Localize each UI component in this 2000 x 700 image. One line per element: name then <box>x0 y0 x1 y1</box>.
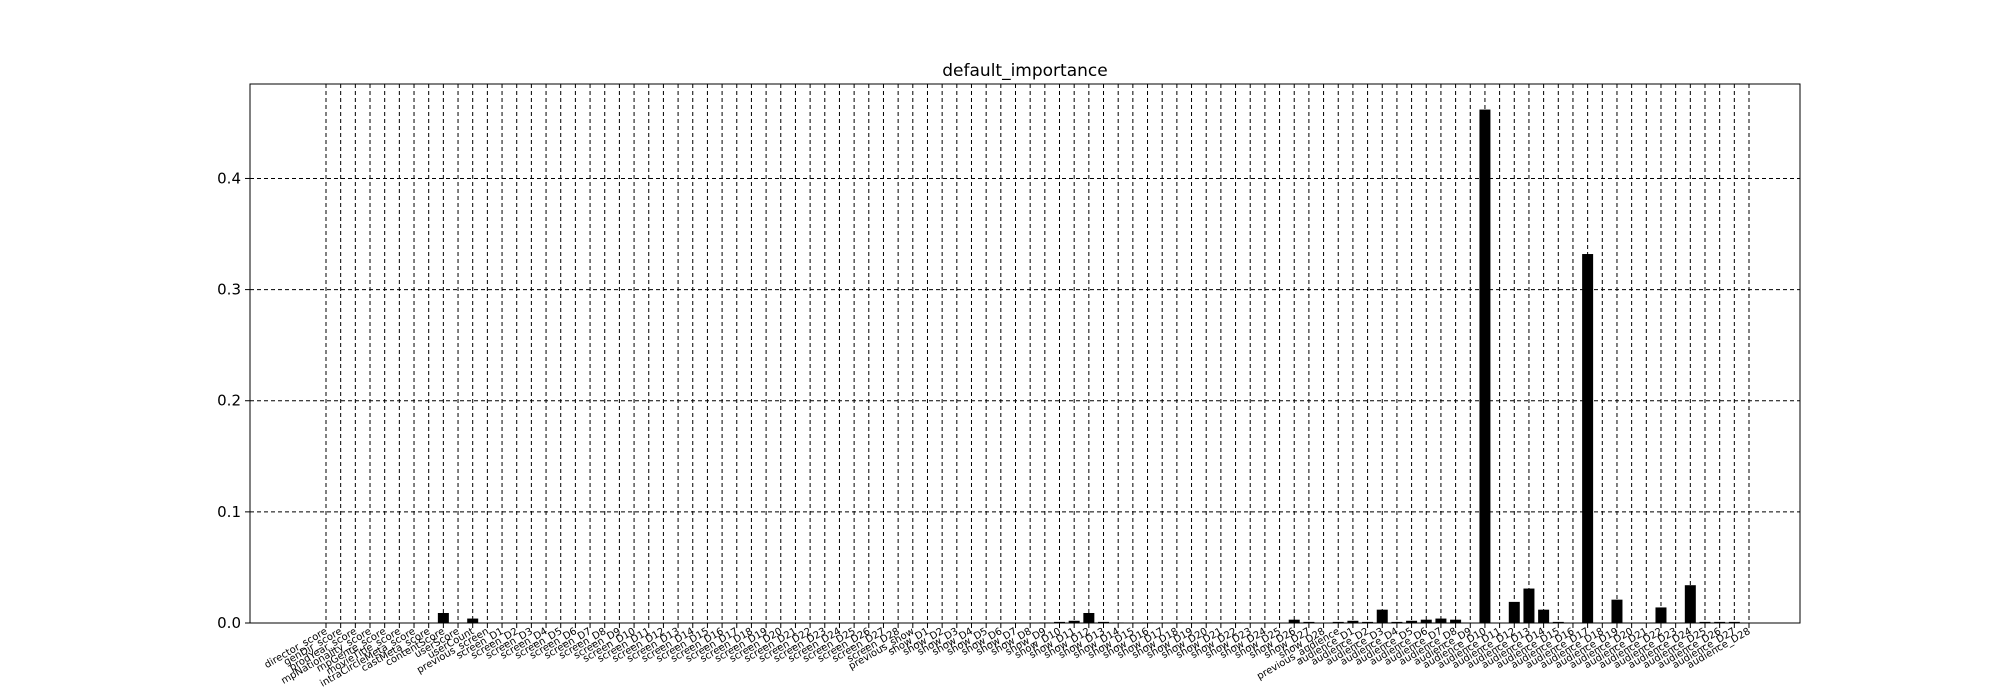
bar <box>1332 621 1344 623</box>
bar <box>1552 621 1564 623</box>
bar <box>1699 621 1711 623</box>
bar <box>1303 621 1315 623</box>
bar <box>1538 609 1550 623</box>
bar <box>1479 109 1491 624</box>
bars <box>437 109 1740 624</box>
bar <box>1728 621 1740 623</box>
bar <box>1098 621 1110 623</box>
y-tick-label: 0.0 <box>217 614 241 632</box>
plot-frame <box>249 83 1801 624</box>
y-tick-label: 0.2 <box>217 392 241 410</box>
y-tick-label: 0.3 <box>217 281 241 299</box>
bar <box>1362 621 1374 623</box>
bar <box>1054 621 1066 623</box>
bar <box>1288 619 1300 623</box>
y-tick-label: 0.1 <box>217 503 241 521</box>
bar <box>1406 620 1418 623</box>
bar <box>1655 607 1667 623</box>
bar <box>1376 609 1388 623</box>
bar <box>1347 620 1359 623</box>
bar <box>1611 599 1623 623</box>
bar <box>1068 620 1080 623</box>
bar <box>437 612 449 623</box>
bar <box>1450 619 1462 623</box>
bar <box>1684 585 1696 623</box>
bar <box>1582 254 1594 624</box>
x-axis-ticks: director_scoregenDir_scoreprodYear_score… <box>263 623 1753 690</box>
bar <box>1523 588 1535 623</box>
bar <box>1435 618 1447 623</box>
bar <box>1714 621 1726 623</box>
bar <box>1083 612 1095 623</box>
y-tick-label: 0.4 <box>217 169 241 187</box>
chart-title: default_importance <box>942 61 1107 81</box>
y-axis-ticks: 0.0 0.1 0.2 0.3 0.4 <box>217 169 250 632</box>
bar <box>467 618 479 623</box>
bar <box>1508 601 1520 623</box>
bar <box>1391 621 1403 623</box>
bar <box>1420 619 1432 623</box>
grid-lines <box>250 84 1800 624</box>
